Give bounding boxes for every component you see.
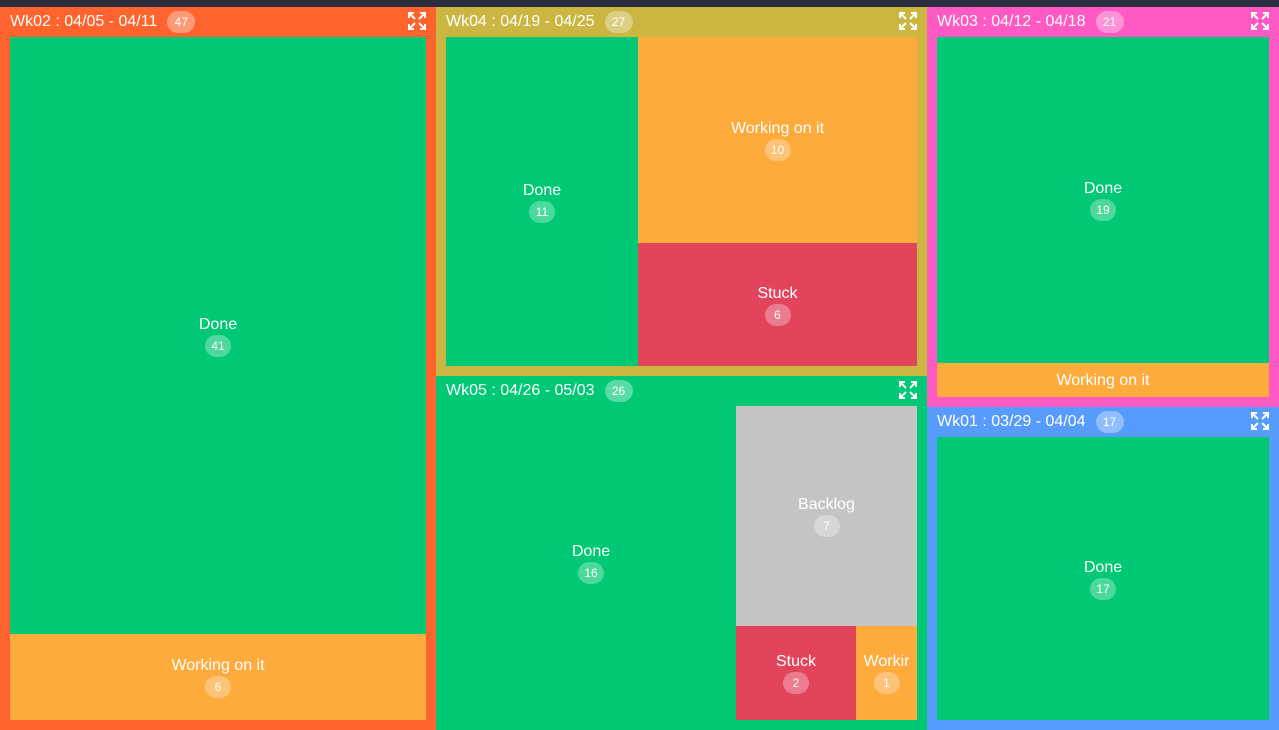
treemap-cell[interactable]: Working on it 6 <box>10 634 426 720</box>
expand-icon[interactable] <box>899 381 917 399</box>
group-count-badge: 27 <box>604 11 633 33</box>
treemap-cell[interactable]: Done 17 <box>937 437 1269 720</box>
cell-count-badge: 7 <box>813 515 840 537</box>
cell-label: Done <box>1083 558 1123 576</box>
group-header: Wk05 : 04/26 - 05/03 26 <box>436 376 927 406</box>
group-count-badge: 26 <box>604 380 633 402</box>
cell-label: Workir <box>863 653 910 670</box>
group-count-badge: 17 <box>1095 411 1124 433</box>
cell-count-badge: 10 <box>764 139 791 161</box>
cell-label: Stuck <box>775 653 816 670</box>
group-title: Wk02 : 04/05 - 04/11 <box>10 13 158 30</box>
group-header: Wk03 : 04/12 - 04/18 21 <box>927 7 1279 37</box>
treemap-cell[interactable]: Stuck 6 <box>638 243 917 366</box>
group-title: Wk05 : 04/26 - 05/03 <box>446 382 595 399</box>
group-title: Wk03 : 04/12 - 04/18 <box>937 13 1086 30</box>
cell-label: Working on it <box>1056 371 1150 389</box>
group-header: Wk02 : 04/05 - 04/11 47 <box>0 7 436 37</box>
group-count-badge: 47 <box>167 11 196 33</box>
cell-count-badge: 41 <box>205 334 231 357</box>
top-bar <box>0 0 1279 7</box>
group-wk02: Wk02 : 04/05 - 04/11 47 Done 41 Working … <box>0 7 436 730</box>
cell-count-badge: 6 <box>205 676 231 698</box>
cell-label: Done <box>571 543 611 560</box>
group-wk03: Wk03 : 04/12 - 04/18 21 Done 19 Working … <box>927 7 1279 407</box>
treemap-cell[interactable]: Stuck 2 <box>736 626 856 720</box>
group-header: Wk04 : 04/19 - 04/25 27 <box>436 7 927 37</box>
group-wk01: Wk01 : 03/29 - 04/04 17 Done 17 <box>927 407 1279 730</box>
cell-label: Stuck <box>757 284 798 302</box>
group-wk04: Wk04 : 04/19 - 04/25 27 Done 11 Working … <box>436 7 927 376</box>
cell-label: Working on it <box>171 657 265 674</box>
treemap-cell[interactable]: Done 41 <box>10 37 426 634</box>
cell-label: Done <box>1083 180 1123 197</box>
group-count-badge: 21 <box>1095 11 1124 33</box>
cell-label: Done <box>522 181 562 199</box>
expand-icon[interactable] <box>899 12 917 30</box>
cell-label: Backlog <box>798 496 855 513</box>
cell-count-badge: 16 <box>578 562 604 584</box>
expand-icon[interactable] <box>1251 12 1269 30</box>
group-wk05: Wk05 : 04/26 - 05/03 26 Done 16 Backlog … <box>436 376 927 730</box>
cell-count-badge: 11 <box>529 200 555 223</box>
treemap-cell[interactable]: Done 16 <box>446 406 736 720</box>
cell-count-badge: 17 <box>1090 577 1116 600</box>
cell-count-badge: 2 <box>783 672 809 694</box>
cell-count-badge: 1 <box>873 672 900 694</box>
cell-label: Done <box>198 315 238 333</box>
treemap-cell[interactable]: Done 19 <box>937 37 1269 363</box>
expand-icon[interactable] <box>408 12 426 30</box>
treemap-cell[interactable]: Backlog 7 <box>736 406 917 626</box>
cell-label: Working on it <box>730 120 825 137</box>
treemap-cell[interactable]: Done 11 <box>446 37 638 366</box>
cell-count-badge: 19 <box>1090 199 1116 221</box>
treemap-cell[interactable]: Working on it 10 <box>638 37 917 243</box>
treemap-cell[interactable]: Working on it <box>937 363 1269 397</box>
cell-count-badge: 6 <box>764 303 791 326</box>
treemap-cell[interactable]: Workir 1 <box>856 626 917 720</box>
group-title: Wk04 : 04/19 - 04/25 <box>446 13 595 30</box>
group-title: Wk01 : 03/29 - 04/04 <box>937 413 1086 430</box>
expand-icon[interactable] <box>1251 412 1269 430</box>
group-header: Wk01 : 03/29 - 04/04 17 <box>927 407 1279 437</box>
